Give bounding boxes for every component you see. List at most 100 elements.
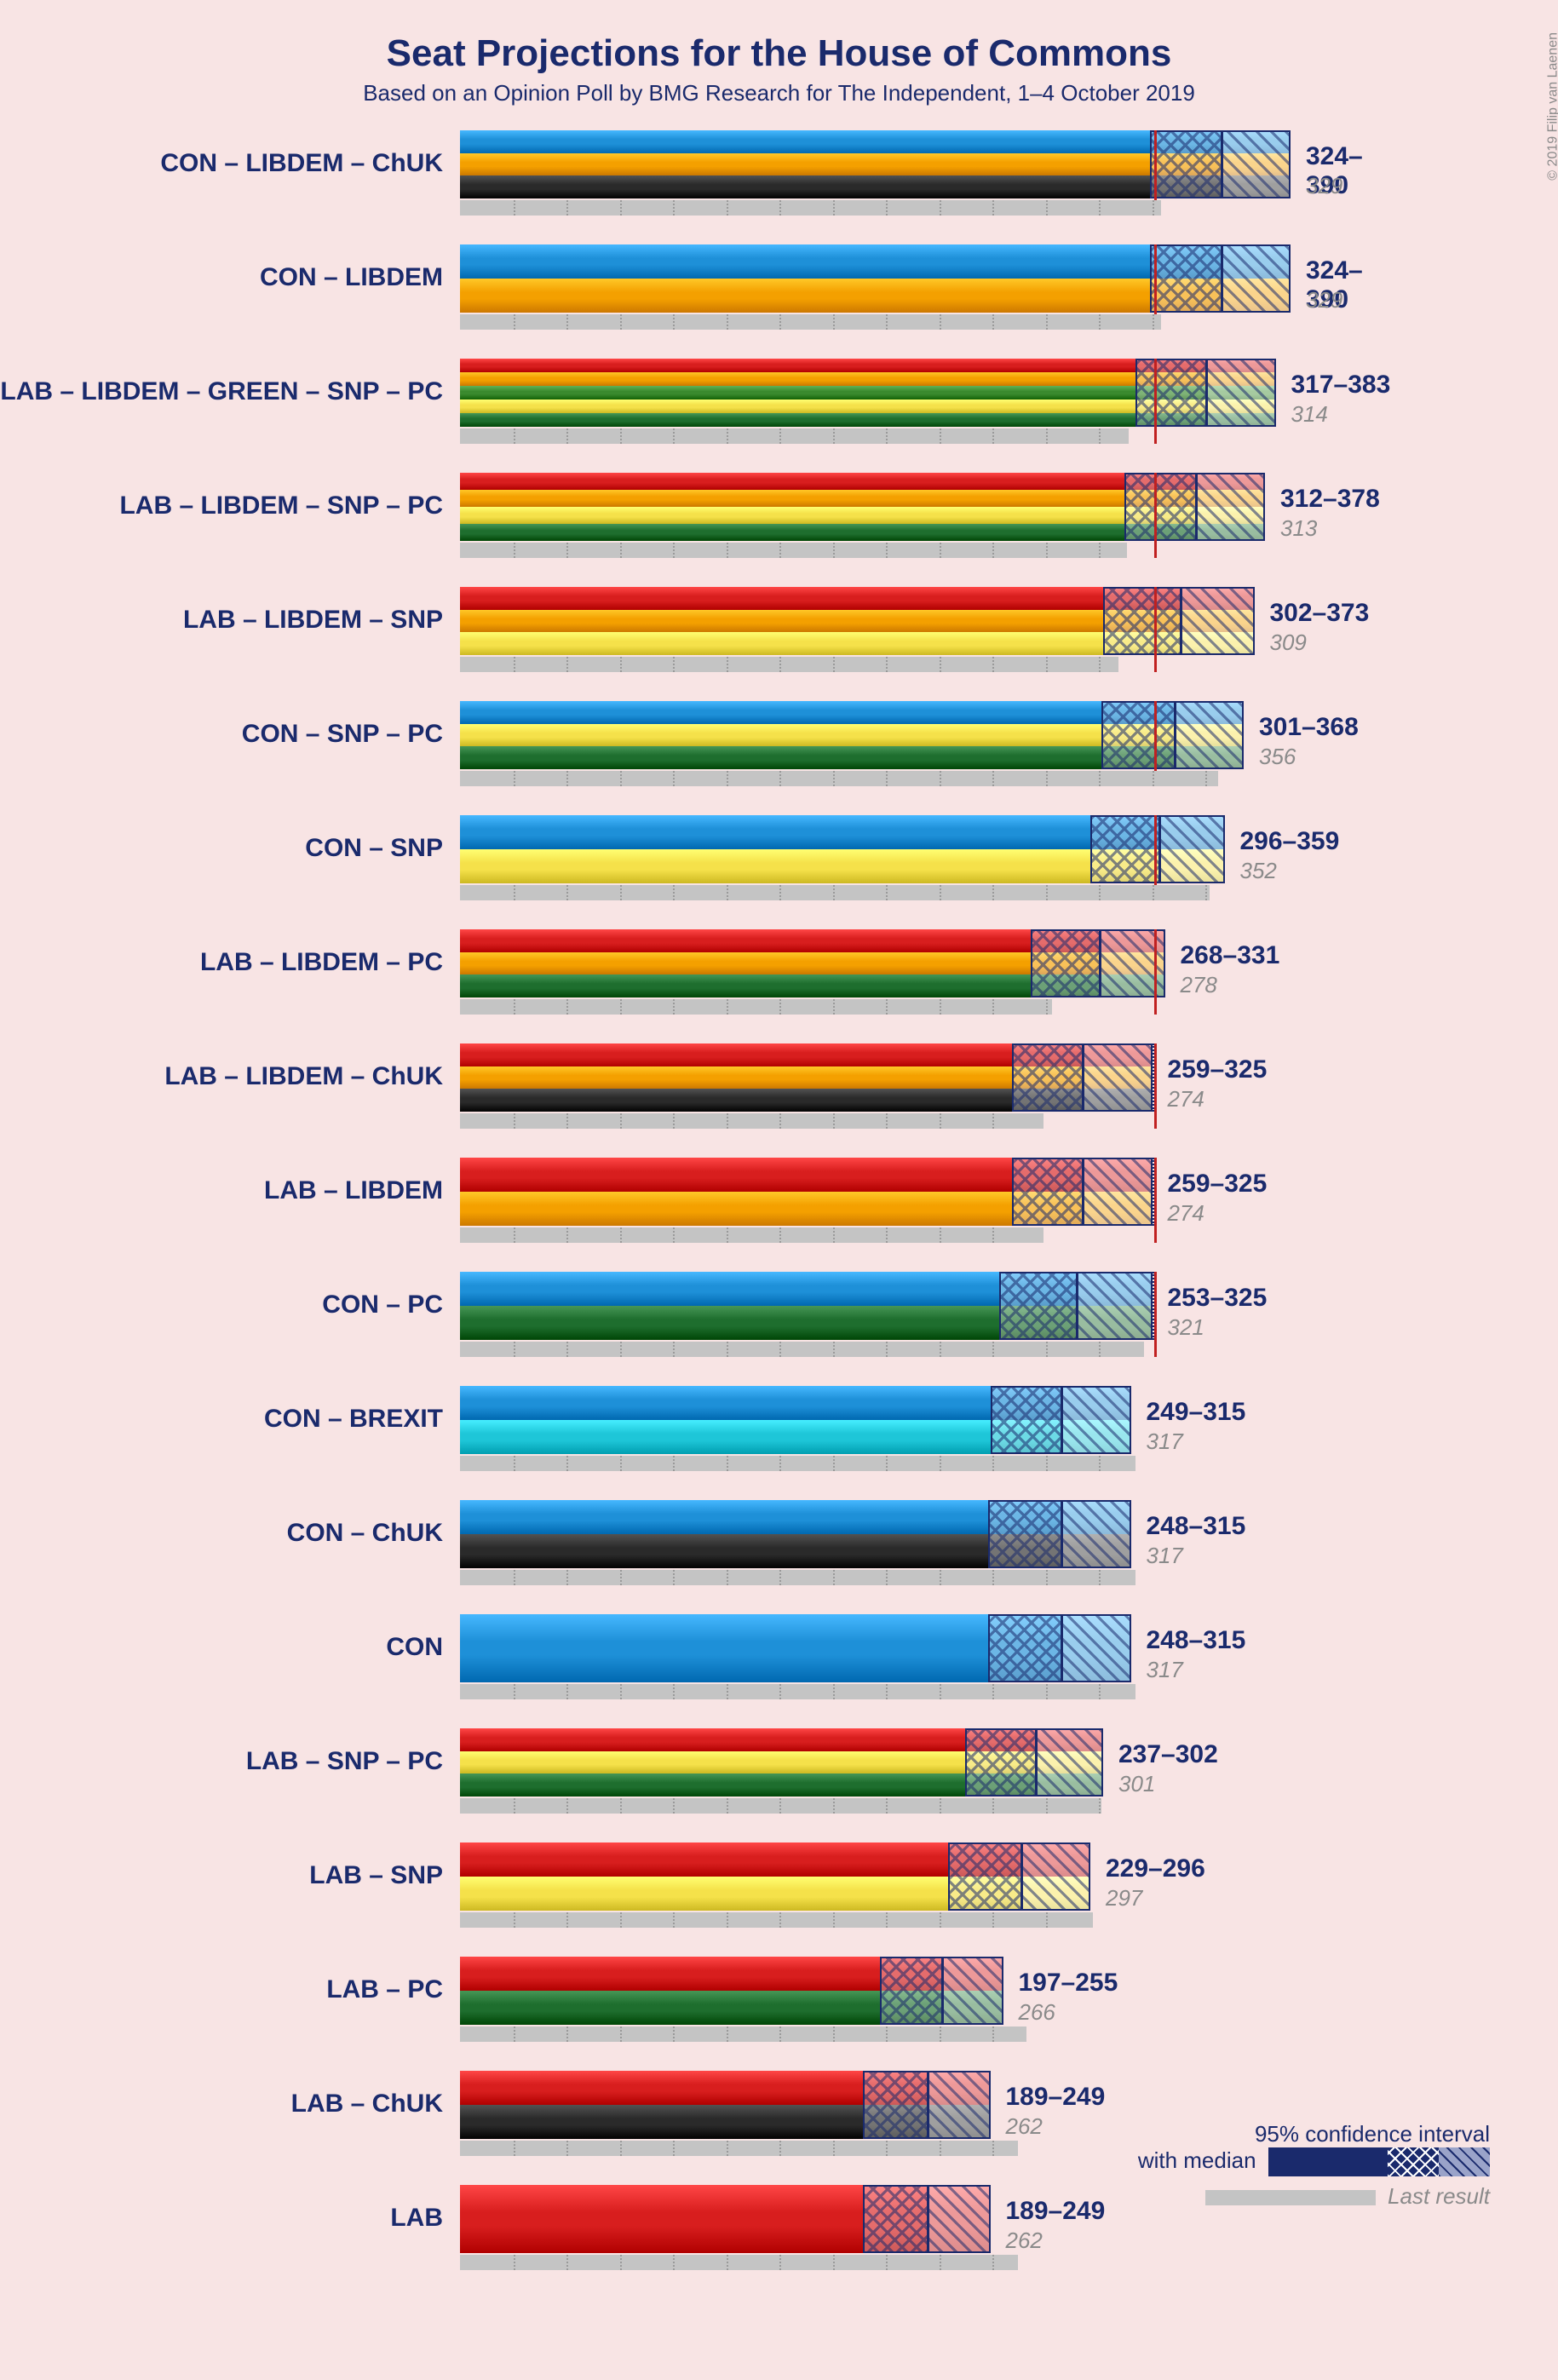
median-line (1061, 1500, 1063, 1568)
row-label: LAB – SNP – PC (0, 1747, 443, 1776)
last-result-bar (460, 1456, 1135, 1471)
chart-row: LAB – LIBDEM – SNP302–373309 (460, 582, 1397, 696)
chart-row: LAB – LIBDEM – PC268–331278 (460, 924, 1397, 1038)
last-result-text: 321 (1168, 1314, 1204, 1341)
range-text: 296–359 (1240, 827, 1340, 856)
median-line (927, 2071, 929, 2139)
last-result-text: 309 (1270, 629, 1307, 656)
median-line (1221, 130, 1223, 198)
last-result-text: 317 (1147, 1543, 1183, 1569)
row-label: CON – BREXIT (0, 1405, 443, 1434)
chart-subtitle: Based on an Opinion Poll by BMG Research… (0, 75, 1558, 125)
last-result-bar (460, 428, 1129, 444)
median-line (1020, 1842, 1023, 1911)
median-line (1205, 359, 1208, 427)
row-label: CON – LIBDEM (0, 263, 443, 292)
legend-ci-text-1: 95% confidence interval (1138, 2121, 1490, 2147)
row-label: CON – PC (0, 1291, 443, 1319)
page: Seat Projections for the House of Common… (0, 0, 1558, 2380)
range-text: 197–255 (1019, 1969, 1118, 1998)
last-result-bar (460, 1798, 1101, 1814)
median-line (1082, 1043, 1084, 1112)
median-line (1061, 1386, 1063, 1454)
range-text: 312–378 (1280, 485, 1380, 514)
median-line (1082, 1158, 1084, 1226)
chart-row: LAB – SNP – PC237–302301 (460, 1723, 1397, 1837)
majority-line (1154, 587, 1157, 672)
last-result-text: 301 (1118, 1771, 1155, 1797)
row-label: LAB – LIBDEM – SNP – PC (0, 492, 443, 520)
row-label: CON (0, 1633, 443, 1662)
range-text: 253–325 (1168, 1284, 1268, 1313)
last-result-text: 314 (1291, 401, 1328, 428)
last-result-bar (460, 885, 1210, 900)
row-label: LAB (0, 2204, 443, 2233)
median-line (1076, 1272, 1078, 1340)
ci-border (988, 1614, 1131, 1682)
chart-area: CON – LIBDEM – ChUK324–390329CON – LIBDE… (460, 125, 1397, 2294)
median-line (941, 1957, 944, 2025)
ci-border (1031, 929, 1165, 997)
last-result-bar (460, 2141, 1018, 2156)
copyright-text: © 2019 Filip van Laenen (1546, 32, 1558, 181)
majority-line (1154, 1158, 1157, 1243)
last-result-text: 274 (1168, 1200, 1204, 1227)
row-label: LAB – ChUK (0, 2090, 443, 2118)
row-label: LAB – SNP (0, 1861, 443, 1890)
range-text: 301–368 (1259, 713, 1359, 742)
last-result-text: 266 (1019, 1999, 1055, 2026)
chart-row: LAB – LIBDEM – GREEN – SNP – PC317–38331… (460, 354, 1397, 468)
last-result-bar (460, 999, 1052, 1015)
last-result-bar (460, 771, 1218, 786)
last-result-bar (460, 1912, 1093, 1928)
last-result-bar (460, 1227, 1043, 1243)
legend-ci-text-2-label: with median (1138, 2147, 1256, 2173)
majority-line (1154, 1043, 1157, 1129)
row-label: LAB – PC (0, 1975, 443, 2004)
row-label: LAB – LIBDEM – SNP (0, 606, 443, 635)
chart-row: CON – LIBDEM – ChUK324–390329 (460, 125, 1397, 239)
last-result-bar (460, 657, 1118, 672)
range-text: 317–383 (1291, 371, 1391, 400)
chart-row: LAB – PC197–255266 (460, 1952, 1397, 2066)
last-result-text: 356 (1259, 744, 1296, 770)
ci-border (988, 1500, 1131, 1568)
row-label: CON – SNP – PC (0, 720, 443, 749)
last-result-text: 274 (1168, 1086, 1204, 1112)
last-result-bar (460, 543, 1127, 558)
last-result-bar (460, 314, 1161, 330)
range-text: 268–331 (1181, 941, 1280, 970)
last-result-text: 317 (1147, 1657, 1183, 1683)
last-result-bar (460, 200, 1161, 216)
last-result-bar (460, 2255, 1018, 2270)
range-text: 302–373 (1270, 599, 1370, 628)
legend-last-swatch (1205, 2190, 1376, 2205)
median-line (927, 2185, 929, 2253)
legend-last-label: Last result (1388, 2183, 1490, 2209)
last-result-bar (460, 1113, 1043, 1129)
last-result-text: 278 (1181, 972, 1217, 998)
median-line (1174, 701, 1176, 769)
chart-title: Seat Projections for the House of Common… (0, 0, 1558, 75)
legend: 95% confidence interval with median Last… (1138, 2121, 1490, 2210)
last-result-text: 352 (1240, 858, 1277, 884)
ci-border (1090, 815, 1225, 883)
legend-last-row: Last result (1138, 2183, 1490, 2210)
last-result-text: 313 (1280, 515, 1317, 542)
ci-border (965, 1728, 1104, 1796)
chart-row: CON – BREXIT249–315317 (460, 1381, 1397, 1495)
median-line (1061, 1614, 1063, 1682)
last-result-text: 297 (1106, 1885, 1142, 1911)
median-line (1158, 815, 1161, 883)
chart-row: LAB – LIBDEM – ChUK259–325274 (460, 1038, 1397, 1153)
chart-row: CON – SNP296–359352 (460, 810, 1397, 924)
range-text: 248–315 (1147, 1626, 1246, 1655)
majority-line (1154, 929, 1157, 1015)
range-text: 259–325 (1168, 1170, 1268, 1199)
legend-ci-text-2: with median (1138, 2147, 1490, 2176)
row-label: CON – LIBDEM – ChUK (0, 149, 443, 178)
chart-row: LAB – SNP229–296297 (460, 1837, 1397, 1952)
range-text: 249–315 (1147, 1398, 1246, 1427)
median-line (1035, 1728, 1038, 1796)
median-line (1195, 473, 1198, 541)
